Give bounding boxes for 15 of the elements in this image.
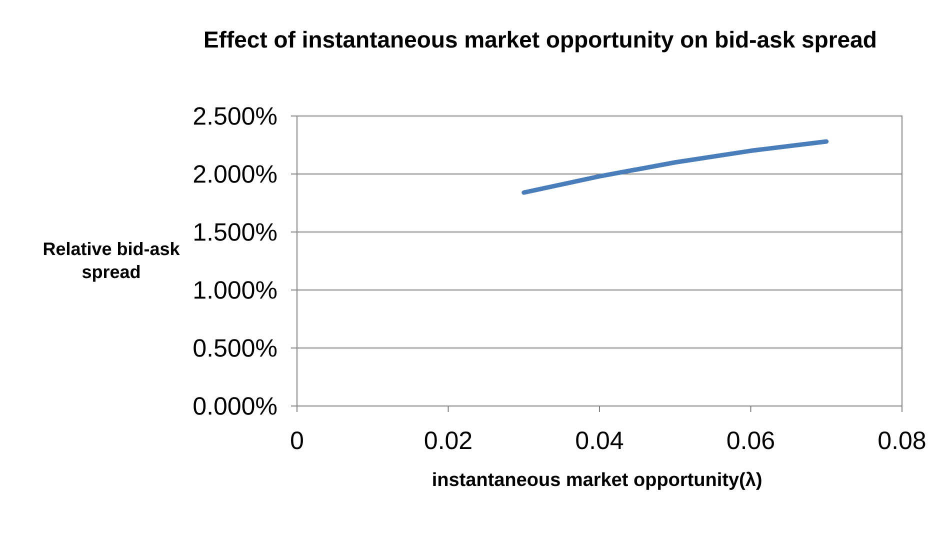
chart-title: Effect of instantaneous market opportunity on bid-ask spread xyxy=(205,30,876,52)
y-axis-title: Relative bid-ask spread xyxy=(44,242,180,282)
x-tick-label: 0.06 xyxy=(727,432,774,450)
x-tick-label: 0.04 xyxy=(576,432,624,450)
x-tick-label: 0 xyxy=(291,432,303,450)
y-tick-label: 0.000% xyxy=(194,397,277,415)
y-tick-label: 1.500% xyxy=(194,223,277,241)
line-series xyxy=(522,139,829,195)
y-tick-label: 0.500% xyxy=(194,339,277,357)
x-tick-label: 0.02 xyxy=(424,432,472,450)
y-tick-label: 1.000% xyxy=(194,281,277,299)
y-tick-label: 2.000% xyxy=(194,165,277,183)
x-tick-label: 0.08 xyxy=(878,432,926,450)
y-tick-label: 2.500% xyxy=(194,107,277,125)
x-axis-title: instantaneous market opportunity(λ) xyxy=(433,472,762,490)
